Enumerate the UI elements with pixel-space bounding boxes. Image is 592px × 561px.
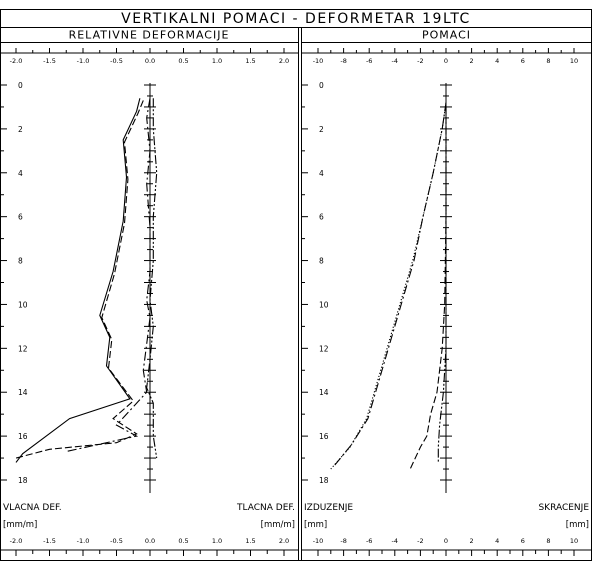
top-tick-label: -8 — [340, 57, 346, 65]
series-line-3 — [409, 106, 447, 470]
y-tick-label: 8 — [18, 257, 23, 266]
y-tick-label: 18 — [319, 476, 329, 485]
y-tick-label: 0 — [18, 81, 23, 90]
bottom-tick-label: -6 — [366, 537, 372, 545]
label-right: SKRACENJE — [538, 503, 589, 513]
bottom-tick-label: -8 — [340, 537, 346, 545]
top-tick-label: 1.0 — [212, 57, 222, 65]
y-tick-label: 6 — [319, 213, 324, 222]
bottom-tick-label: -0.5 — [110, 537, 123, 545]
unit-right: [mm/m] — [261, 520, 295, 530]
top-tick-label: 0.0 — [145, 57, 155, 65]
top-tick-label: 10 — [570, 57, 578, 65]
unit-right: [mm] — [566, 520, 589, 530]
y-tick-label: 18 — [18, 476, 28, 485]
label-right: TLACNA DEF. — [236, 503, 295, 513]
top-tick-label: -2 — [417, 57, 423, 65]
panel-subtitle: POMACI — [422, 29, 471, 42]
bottom-tick-label: 4 — [495, 537, 499, 545]
top-tick-label: -2.0 — [10, 57, 23, 65]
y-tick-label: 10 — [319, 300, 329, 309]
top-tick-label: 2.0 — [279, 57, 289, 65]
bottom-tick-label: -1.5 — [43, 537, 56, 545]
bottom-tick-label: 8 — [546, 537, 550, 545]
y-tick-label: 4 — [319, 169, 324, 178]
unit-left: [mm/m] — [3, 520, 37, 530]
y-tick-label: 2 — [319, 125, 324, 134]
panel-relative-deformations: RELATIVNE DEFORMACIJE -2.0 -2.0 -1.5 -1.5 -1.… — [0, 29, 298, 556]
top-tick-label: 2 — [470, 57, 474, 65]
outer-frame — [0, 9, 592, 561]
bottom-tick-label: -4 — [392, 537, 398, 545]
bottom-tick-label: 2.0 — [279, 537, 289, 545]
bottom-tick-label: 0 — [444, 537, 448, 545]
panel-subtitle: RELATIVNE DEFORMACIJE — [69, 29, 230, 42]
y-tick-label: 0 — [319, 81, 324, 90]
bottom-tick-label: -10 — [313, 537, 324, 545]
top-tick-label: 1.5 — [245, 57, 255, 65]
series-line-2 — [332, 102, 447, 468]
top-tick-label: -1.0 — [77, 57, 90, 65]
y-tick-label: 2 — [18, 125, 23, 134]
y-tick-label: 4 — [18, 169, 23, 178]
y-tick-label: 12 — [319, 344, 329, 353]
y-tick-label: 6 — [18, 213, 23, 222]
series-line-1 — [15, 98, 141, 463]
top-tick-label: 4 — [495, 57, 499, 65]
top-tick-label: -10 — [313, 57, 324, 65]
label-left: VLACNA DEF. — [3, 503, 62, 513]
bottom-tick-label: 0.0 — [145, 537, 155, 545]
top-tick-label: -6 — [366, 57, 372, 65]
y-tick-label: 8 — [319, 257, 324, 266]
chart-title: VERTIKALNI POMACI - DEFORMETAR 19LTC — [121, 11, 471, 27]
y-tick-label: 12 — [18, 344, 28, 353]
y-tick-label: 16 — [18, 432, 28, 441]
y-tick-label: 10 — [18, 300, 28, 309]
series-line-3 — [66, 98, 151, 453]
series-line-4 — [146, 98, 158, 459]
bottom-tick-label: 2 — [470, 537, 474, 545]
bottom-tick-label: -2.0 — [10, 537, 23, 545]
label-left: IZDUZENJE — [304, 503, 353, 513]
panel-displacements: POMACI -10 -10 -8 -8 -6 -6 -4 -4 -2 -2 0 0 2 2 4 4 6 6 8 8 10… — [301, 29, 592, 556]
series-line-4 — [437, 106, 447, 463]
bottom-tick-label: 6 — [521, 537, 525, 545]
top-tick-label: 0 — [444, 57, 448, 65]
bottom-tick-label: -2 — [417, 537, 423, 545]
bottom-tick-label: -1.0 — [77, 537, 90, 545]
top-tick-label: -0.5 — [110, 57, 123, 65]
top-tick-label: 6 — [521, 57, 525, 65]
series-line-1 — [330, 102, 447, 470]
y-tick-label: 14 — [18, 388, 28, 397]
top-tick-label: -1.5 — [43, 57, 56, 65]
bottom-tick-label: 0.5 — [178, 537, 188, 545]
unit-left: [mm] — [304, 520, 327, 530]
y-tick-label: 14 — [319, 388, 329, 397]
bottom-tick-label: 10 — [570, 537, 578, 545]
y-tick-label: 16 — [319, 432, 329, 441]
bottom-tick-label: 1.5 — [245, 537, 255, 545]
top-tick-label: 0.5 — [178, 57, 188, 65]
top-tick-label: -4 — [392, 57, 398, 65]
top-tick-label: 8 — [546, 57, 550, 65]
bottom-tick-label: 1.0 — [212, 537, 222, 545]
